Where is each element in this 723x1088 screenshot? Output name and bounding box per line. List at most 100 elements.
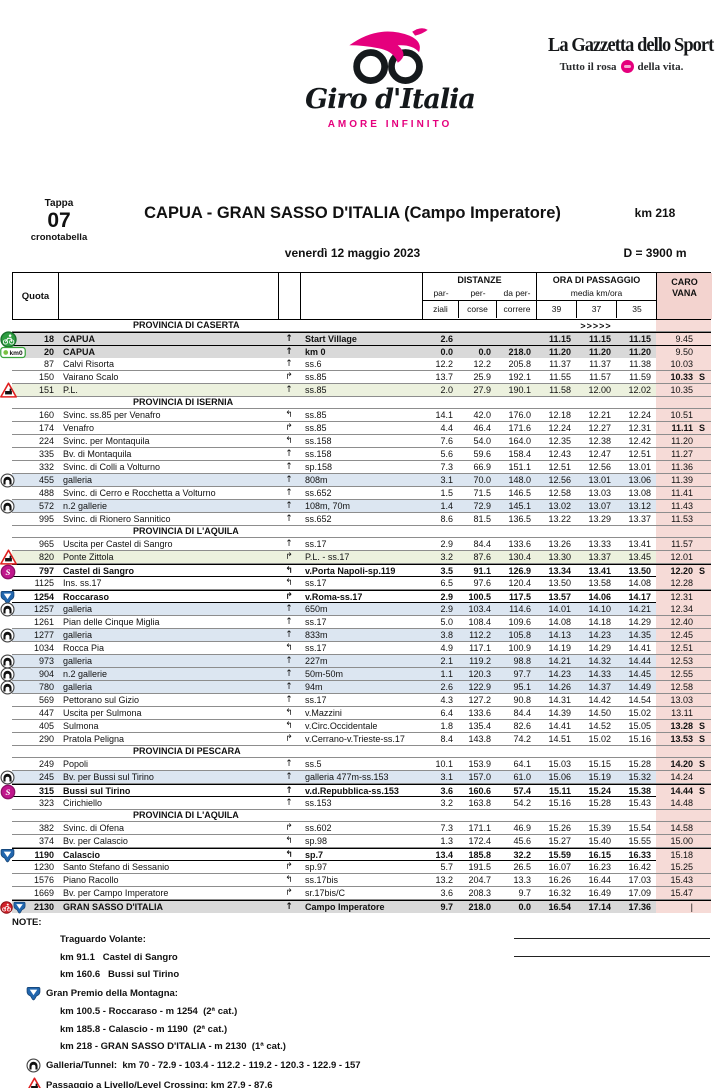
road-name: galleria 477m-ss.153	[300, 771, 422, 783]
table-row: 965 Uscita per Castel di Sangro ↑ ss.17 2.9 8…	[12, 538, 711, 551]
sprint-flag	[698, 474, 711, 486]
distance-da-percorrere: 84.4	[513, 708, 531, 718]
stage-title: CAPUA - GRAN SASSO D'ITALIA (Campo Imper…	[144, 204, 561, 222]
distance-percorse: 153.9	[468, 759, 491, 769]
time-35kmh: 16.33	[628, 850, 651, 860]
distance-parziali: 12.2	[435, 359, 453, 369]
table-row: 405 Sulmona ↰ v.Circ.Occidentale 1.8 135.4 82.…	[12, 720, 711, 733]
time-37kmh: 14.23	[576, 629, 616, 641]
road-name: sr.17bis/C	[305, 888, 346, 898]
time-35kmh: 14.45	[616, 668, 656, 680]
distance-parziali: 4.3	[440, 695, 453, 705]
distance-percorse: 218.0	[458, 901, 496, 913]
time-39kmh: 14.41	[548, 721, 571, 731]
distance-da-percorrere: 176.0	[508, 410, 531, 420]
road-name: ss.5	[305, 759, 322, 769]
time-37kmh: 13.03	[588, 488, 611, 498]
note-line: Passaggio a Livello/Level Crossing: km 2…	[12, 1077, 572, 1088]
location-name: Ponte Zittola	[58, 551, 278, 563]
sprint-flag: S	[698, 422, 711, 434]
carovana-time: 14.20	[656, 758, 698, 770]
location-name: Roccaraso	[63, 592, 110, 602]
note-line: Gran Premio della Montagna:	[12, 986, 572, 1001]
header-caro-1: CARO	[671, 277, 698, 287]
distance-parziali: 2.6	[422, 333, 458, 345]
distance-parziali: 7.3	[440, 823, 453, 833]
sprint-flag	[698, 448, 711, 460]
table-row: 973 galleria ↑ 227m 2.1 119.2 98.8 14.21 14.32 14…	[0, 654, 711, 669]
carovana-time: 14.24	[656, 771, 698, 783]
table-row: 335 Bv. di Montaquila ↑ ss.158 5.6 59.6 158.4 1…	[12, 448, 711, 461]
distance-parziali: 2.9	[440, 592, 453, 602]
distance-parziali: 3.2	[422, 551, 458, 563]
row-icons	[0, 499, 26, 514]
time-39kmh: 15.16	[548, 798, 571, 808]
time-37kmh: 13.33	[588, 539, 611, 549]
table-row: S 797 Castel di Sangro ↰ v.Porta Napoli-sp.1…	[0, 564, 711, 579]
distance-da-percorrere: 218.0	[496, 346, 536, 358]
carovana-time: 10.03	[656, 358, 698, 370]
road-name: Campo Imperatore	[300, 901, 422, 913]
carovana-time: |	[656, 901, 698, 913]
time-37kmh: 11.20	[576, 346, 616, 358]
road-name: ss.85	[305, 372, 327, 382]
carovana-time: 12.53	[656, 655, 698, 667]
time-35kmh: 17.09	[628, 888, 651, 898]
quota-value: 488	[38, 488, 54, 498]
quota-value: 151	[12, 384, 58, 396]
distance-percorse: 71.5	[473, 488, 491, 498]
distance-parziali: 3.6	[440, 888, 453, 898]
header-location-col	[59, 273, 279, 319]
time-35kmh: 13.50	[628, 566, 651, 576]
time-37kmh: 14.10	[576, 603, 616, 615]
time-39kmh: 13.02	[536, 500, 576, 512]
road-name: ss.17	[305, 539, 327, 549]
province-s-cell	[698, 526, 711, 537]
distance-da-percorrere: 114.6	[496, 603, 536, 615]
carovana-time: 11.39	[656, 474, 698, 486]
sprint-flag	[698, 655, 711, 667]
direction-arrow-icon: ↑	[285, 759, 293, 769]
row-icons	[0, 382, 26, 398]
carovana-time: 10.33	[656, 371, 698, 383]
distance-percorse: 84.4	[473, 539, 491, 549]
time-35kmh: 11.15	[616, 333, 656, 345]
time-39kmh: 11.55	[549, 372, 571, 382]
direction-arrow-icon: ↑	[285, 798, 293, 808]
giro-wordmark: Giro d'Italia	[305, 84, 476, 115]
location-name: galleria	[58, 681, 278, 693]
direction-arrow-icon: ↑	[285, 449, 293, 459]
quota-value: 572	[12, 500, 58, 512]
location-name: Calvi Risorta	[63, 359, 115, 369]
tunnel-icon	[0, 680, 15, 695]
time-39kmh: 13.34	[548, 566, 571, 576]
time-35kmh: 15.28	[628, 759, 651, 769]
time-35kmh: 15.16	[628, 734, 651, 744]
direction-arrow-icon: ↑	[285, 514, 293, 524]
row-icons	[0, 331, 26, 348]
distance-da-percorrere: 105.8	[496, 629, 536, 641]
table-row: 780 galleria ↑ 94m 2.6 122.9 95.1 14.26 14.37 14.…	[0, 680, 711, 695]
quota-value: 569	[38, 695, 54, 705]
direction-arrow-icon: ↰	[285, 850, 293, 860]
province-caro-cell	[656, 320, 698, 331]
location-name: P.L.	[58, 384, 278, 396]
distance-da-percorrere: 0.0	[496, 901, 536, 913]
time-37kmh: 14.50	[588, 708, 611, 718]
time-39kmh: 14.13	[536, 629, 576, 641]
province-label: PROVINCIA DI PESCARA	[133, 746, 241, 756]
note-text: km 185.8 - Calascio - m 1190 (2ª cat.)	[60, 1023, 228, 1035]
note-text: Passaggio a Livello/Level Crossing: km 2…	[46, 1080, 273, 1088]
distance-da-percorrere: 151.1	[508, 462, 531, 472]
table-row: 1669 Bv. per Campo Imperatore ↱ sr.17bis/C 3…	[12, 887, 711, 900]
distance-percorse: 103.4	[458, 603, 496, 615]
time-39kmh: 14.23	[536, 668, 576, 680]
time-35kmh: 15.54	[628, 823, 651, 833]
time-39kmh: 11.58	[536, 384, 576, 396]
location-name: n.2 gallerie	[58, 668, 278, 680]
time-39kmh: 16.54	[536, 901, 576, 913]
time-39kmh: 11.37	[549, 359, 571, 369]
location-name: Svinc. di Cerro e Rocchetta a Volturno	[63, 488, 216, 498]
table-row: 160 Svinc. ss.85 per Venafro ↰ ss.85 14.1 42.…	[12, 409, 711, 422]
time-35kmh: 12.42	[628, 436, 651, 446]
